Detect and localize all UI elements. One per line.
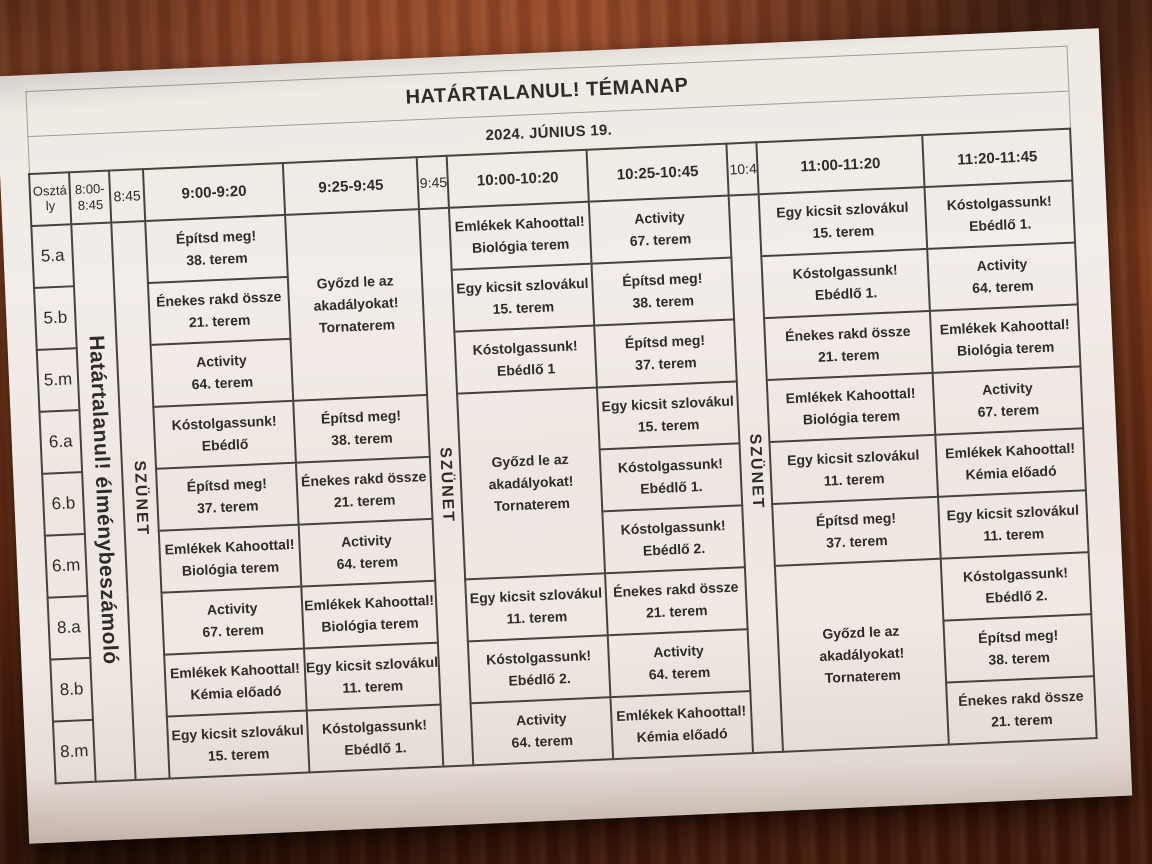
- activity-cell: Énekes rakd össze 21. terem: [147, 276, 291, 345]
- header-cell-0945: 9:45: [416, 155, 449, 210]
- activity-cell: Építsd meg! 38. terem: [943, 614, 1095, 683]
- activity-cell: Építsd meg! 38. terem: [145, 214, 288, 284]
- class-label: 6.a: [39, 410, 83, 474]
- activity-cell: Activity 67. terem: [588, 195, 732, 264]
- activity-cell: Énekes rakd össze 21. terem: [764, 310, 933, 381]
- gym-activity-cell: Győzd le az akadályokat! Tornaterem: [774, 558, 949, 752]
- header-cell-class: Osztály: [29, 172, 72, 227]
- activity-cell: Kóstolgassunk! Ebédlő 1.: [306, 704, 444, 773]
- activity-cell: Emlékek Kahoottal! Kémia előadó: [164, 648, 307, 717]
- activity-cell: Emlékek Kahoottal! Biológia terem: [301, 580, 438, 649]
- activity-room: 38. terem: [185, 249, 249, 269]
- activity-cell: Egy kicsit szlovákul 15. terem: [166, 710, 310, 779]
- activity-cell: Építsd meg! 38. terem: [293, 394, 430, 463]
- activity-cell: Kóstolgassunk! Ebédlő 1: [454, 325, 597, 394]
- activity-cell: Activity 64. terem: [470, 697, 614, 766]
- activity-cell: Egy kicsit szlovákul 11. terem: [304, 642, 441, 711]
- class-label: 8.m: [52, 719, 96, 784]
- activity-room: Biológia terem: [321, 614, 419, 635]
- class-label: 6.m: [44, 533, 88, 598]
- class-label: 5.a: [31, 224, 75, 288]
- header-cell-1000-1020: 10:00-10:20: [446, 149, 589, 208]
- activity-room: 64. terem: [511, 731, 574, 751]
- activity-cell: Kóstolgassunk! Ebédlő 2.: [940, 552, 1092, 621]
- activity-room: 37. terem: [196, 497, 259, 517]
- activity-room: 38. terem: [632, 292, 695, 311]
- activity-cell: Egy kicsit szlovákul 15. terem: [758, 187, 928, 257]
- gym-activity-cell: Győzd le az akadályokat! Tornaterem: [457, 387, 606, 580]
- activity-cell: Egy kicsit szlovákul 15. terem: [596, 381, 740, 450]
- activity-room: 67. terem: [202, 621, 265, 640]
- header-cell-0845: 8:45: [108, 169, 146, 223]
- activity-cell: Activity 64. terem: [927, 242, 1078, 311]
- activity-cell: Emlékek Kahoottal! Biológia terem: [448, 201, 592, 270]
- schedule-table: HATÁRTALANUL! TÉMANAP 2024. JÚNIUS 19. O…: [24, 46, 1097, 785]
- class-label: 5.m: [36, 348, 80, 412]
- break-label: SZÜNET: [130, 459, 151, 537]
- header-cell-1100-1120: 11:00-11:20: [756, 135, 925, 195]
- activity-cell: Emlékek Kahoottal! Kémia előadó: [610, 691, 754, 760]
- activity-cell: Énekes rakd össze 21. terem: [946, 676, 1097, 745]
- activity-cell: Activity 64. terem: [150, 338, 294, 407]
- class-label: 5.b: [34, 286, 77, 350]
- header-cell-1120-1145: 11:20-11:45: [922, 128, 1073, 188]
- paper-sheet: HATÁRTALANUL! TÉMANAP 2024. JÚNIUS 19. O…: [0, 28, 1133, 844]
- activity-cell: Kóstolgassunk! Ebédlő 1.: [599, 443, 743, 512]
- class-label: 8.b: [50, 657, 93, 722]
- header-cell-0800-0845: 8:00-8:45: [69, 170, 112, 225]
- activity-cell: Emlékek Kahoottal! Biológia terem: [766, 372, 936, 443]
- header-cell-0900-0920: 9:00-9:20: [142, 163, 286, 222]
- experience-label: Határtalanul! élménybeszámoló: [84, 334, 123, 665]
- activity-cell: Activity 67. terem: [932, 366, 1084, 435]
- gym-activity-cell: Győzd le az akadályokat! Tornaterem: [285, 209, 428, 401]
- activity-cell: Activity 67. terem: [161, 586, 305, 655]
- class-label: 6.b: [42, 472, 85, 536]
- activity-cell: Kóstolgassunk! Ebédlő 2.: [602, 505, 745, 574]
- activity-room: 64. terem: [191, 373, 254, 393]
- header-cell-1025-1045: 10:25-10:45: [586, 143, 729, 202]
- break-label: SZÜNET: [746, 432, 767, 510]
- activity-cell: Kóstolgassunk! Ebédlő 1.: [761, 248, 930, 319]
- activity-cell: Énekes rakd össze 21. terem: [605, 567, 748, 636]
- activity-room: 38. terem: [330, 429, 393, 449]
- activity-cell: Egy kicsit szlovákul 11. terem: [938, 490, 1089, 559]
- activity-cell: Kóstolgassunk! Ebédlő 2.: [467, 635, 611, 704]
- activity-room: Tornaterem: [493, 494, 571, 514]
- header-cell-0925-0945: 9:25-9:45: [282, 157, 419, 215]
- activity-room: 64. terem: [648, 663, 711, 683]
- activity-cell: Egy kicsit szlovákul 15. terem: [451, 263, 595, 332]
- activity-room: Biológia terem: [181, 558, 280, 579]
- activity-room: Biológia terem: [471, 235, 570, 256]
- activity-cell: Activity 64. terem: [298, 518, 436, 587]
- activity-cell: Emlékek Kahoottal! Biológia terem: [158, 524, 302, 593]
- activity-cell: Kóstolgassunk! Ebédlő: [153, 400, 296, 469]
- class-label: 8.a: [47, 595, 91, 660]
- activity-room: 64. terem: [336, 553, 399, 573]
- header-cell-1045: 10:45: [726, 142, 759, 196]
- activity-cell: Egy kicsit szlovákul 11. terem: [465, 573, 608, 642]
- activity-cell: Építsd meg! 38. terem: [591, 257, 735, 326]
- activity-room: 67. terem: [629, 230, 692, 249]
- activity-cell: Activity 64. terem: [607, 629, 751, 698]
- break-label: SZÜNET: [436, 446, 457, 524]
- activity-cell: Építsd meg! 37. terem: [156, 462, 299, 531]
- activity-cell: Egy kicsit szlovákul 11. terem: [769, 434, 939, 504]
- activity-cell: Énekes rakd össze 21. terem: [295, 456, 433, 525]
- activity-cell: Kóstolgassunk! Ebédlő 1.: [924, 180, 1076, 249]
- activity-cell: Építsd meg! 37. terem: [772, 496, 941, 566]
- activity-cell: Építsd meg! 37. terem: [594, 319, 737, 388]
- activity-room: 37. terem: [634, 354, 697, 373]
- activity-cell: Emlékek Kahoottal! Kémia előadó: [935, 428, 1086, 497]
- activity-room: Tornaterem: [318, 316, 396, 336]
- activity-cell: Emlékek Kahoottal! Biológia terem: [929, 304, 1081, 373]
